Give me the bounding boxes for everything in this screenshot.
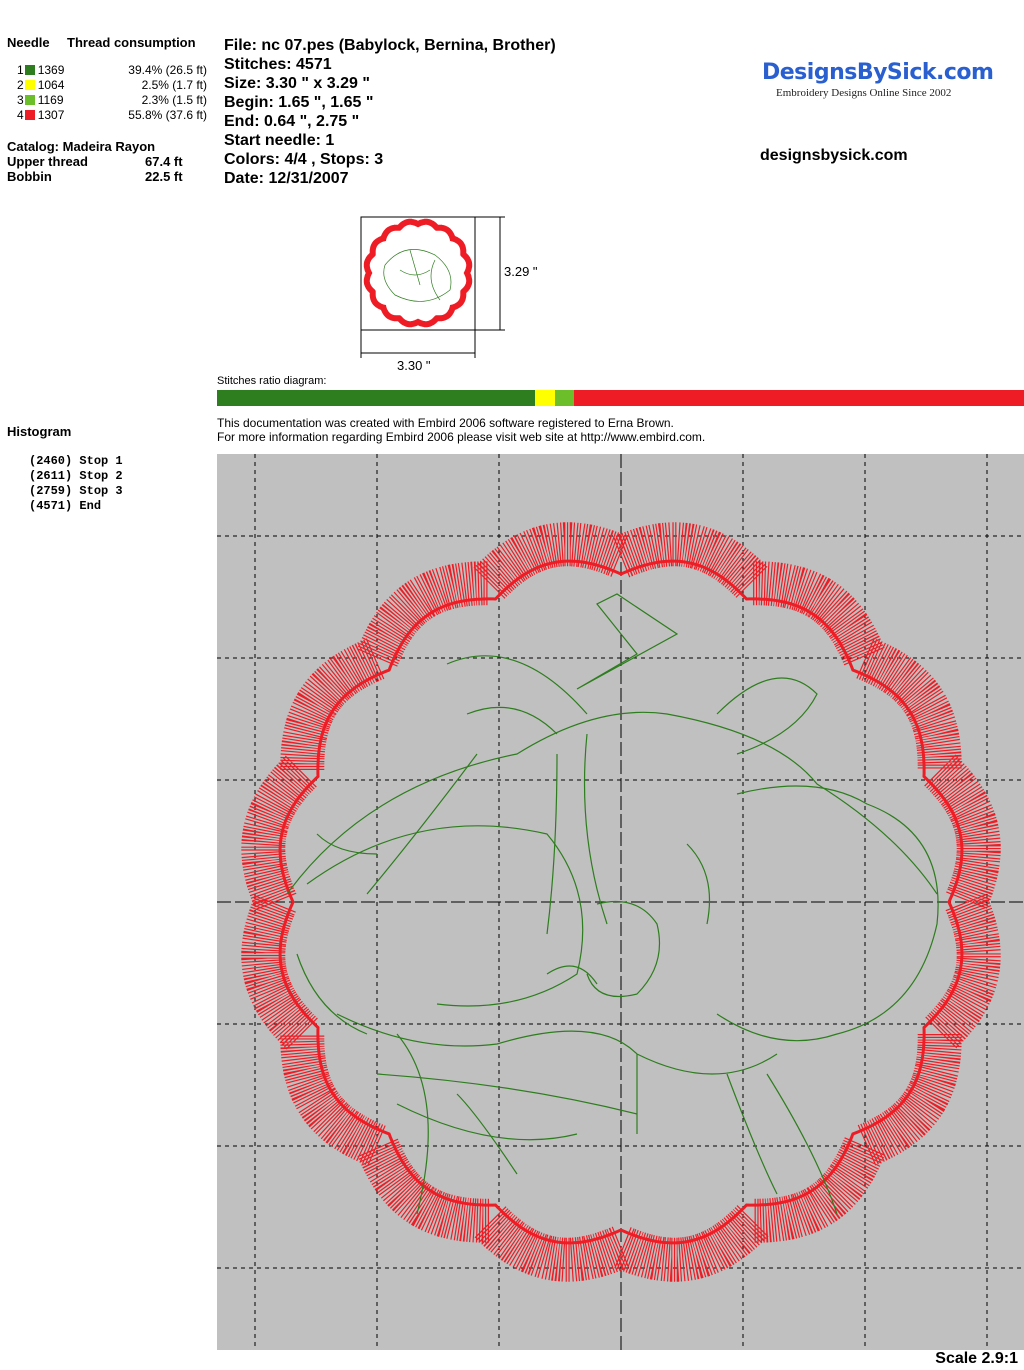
thumbnail-ring	[363, 218, 473, 328]
width-label: 3.30 "	[397, 358, 431, 373]
logo: DesignsBySick.com	[762, 60, 994, 85]
needle-row: 4 1307 55.8% (37.6 ft)	[17, 108, 207, 122]
end-point: End: 0.64 ", 2.75 "	[224, 113, 360, 130]
ratio-label: Stitches ratio diagram:	[217, 375, 327, 387]
info-block: File: nc 07.pes (Babylock, Bernina, Brot…	[224, 36, 556, 188]
stitch-count: Stitches: 4571	[224, 56, 332, 73]
colors-stops: Colors: 4/4 , Stops: 3	[224, 151, 384, 168]
note-line-2: For more information regarding Embird 20…	[217, 430, 706, 444]
scale: Scale 2.9:1	[935, 1350, 1018, 1367]
histogram-item: (2759) Stop 3	[29, 484, 123, 498]
histogram-count: (2611)	[29, 469, 73, 483]
histogram-count: (2759)	[29, 484, 73, 498]
needle-number: 1	[17, 63, 24, 77]
stitch-ratio-bar	[217, 390, 1024, 406]
thread-consumption: 2.3% (1.5 ft)	[141, 93, 207, 107]
histogram-item: (2611) Stop 2	[29, 469, 123, 483]
ratio-segment	[555, 390, 574, 406]
note-line-1: This documentation was created with Embi…	[217, 416, 674, 430]
ratio-segment	[534, 390, 556, 406]
thread-code: 1307	[37, 108, 65, 122]
design-canvas	[217, 454, 1024, 1350]
consumption-header: Thread consumption	[67, 35, 196, 50]
upper-thread-label: Upper thread	[7, 154, 88, 169]
color-swatch	[24, 95, 35, 105]
needle-row: 3 1169 2.3% (1.5 ft)	[17, 93, 207, 107]
histogram-title: Histogram	[7, 424, 72, 439]
bobbin-value: 22.5 ft	[145, 169, 183, 184]
thumbnail-art	[383, 249, 452, 302]
color-swatch	[24, 110, 35, 120]
needle-number: 2	[17, 78, 24, 92]
color-swatch	[24, 80, 35, 90]
needle-row: 1 1369 39.4% (26.5 ft)	[17, 63, 207, 77]
line-art	[286, 593, 939, 1215]
histogram-count: (4571)	[29, 499, 73, 513]
height-label: 3.29 "	[504, 264, 538, 279]
thread-consumption: 39.4% (26.5 ft)	[128, 63, 207, 77]
thumbnail	[360, 216, 505, 358]
needle-number: 4	[17, 108, 24, 122]
start-needle: Start needle: 1	[224, 132, 335, 149]
design-size: Size: 3.30 " x 3.29 "	[224, 75, 370, 92]
bobbin-label: Bobbin	[7, 169, 52, 184]
thumbnail-frame	[360, 216, 476, 331]
site-url: designsbysick.com	[760, 147, 908, 164]
histogram-item: (4571) End	[29, 499, 101, 513]
thread-consumption: 2.5% (1.7 ft)	[141, 78, 207, 92]
upper-thread-value: 67.4 ft	[145, 154, 183, 169]
ratio-segment	[217, 390, 535, 406]
thread-code: 1064	[37, 78, 65, 92]
histogram-label: End	[79, 499, 102, 513]
needle-number: 3	[17, 93, 24, 107]
logo-tagline: Embroidery Designs Online Since 2002	[776, 87, 952, 99]
needle-header: Needle	[7, 35, 50, 50]
file-name: File: nc 07.pes (Babylock, Bernina, Brot…	[224, 37, 556, 54]
date: Date: 12/31/2007	[224, 170, 349, 187]
thread-code: 1369	[37, 63, 65, 77]
needle-row: 2 1064 2.5% (1.7 ft)	[17, 78, 207, 92]
histogram-label: Stop 3	[79, 484, 123, 498]
histogram-label: Stop 1	[79, 454, 123, 468]
border-outline	[278, 559, 964, 1245]
histogram-label: Stop 2	[79, 469, 123, 483]
color-swatch	[24, 65, 35, 75]
thread-code: 1169	[37, 93, 64, 107]
histogram-item: (2460) Stop 1	[29, 454, 123, 468]
catalog: Catalog: Madeira Rayon	[7, 139, 156, 154]
histogram-count: (2460)	[29, 454, 73, 468]
thread-consumption: 55.8% (37.6 ft)	[128, 108, 207, 122]
ratio-segment	[573, 390, 1024, 406]
begin-point: Begin: 1.65 ", 1.65 "	[224, 94, 374, 111]
